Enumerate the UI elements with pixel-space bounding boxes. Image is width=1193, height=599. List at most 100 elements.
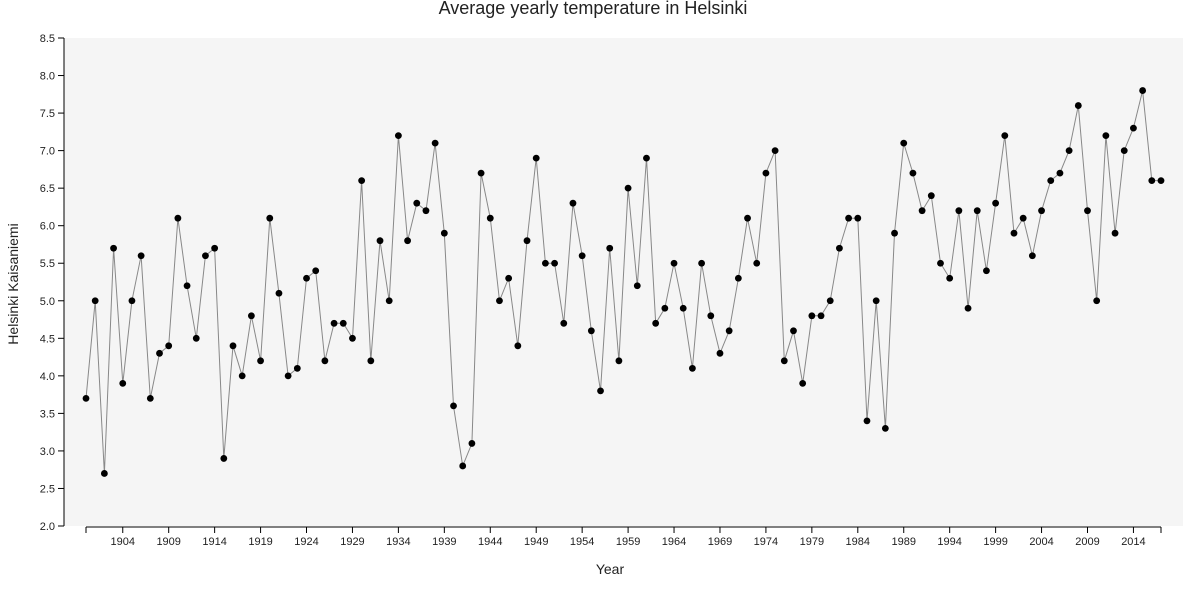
data-point <box>597 387 604 395</box>
data-point <box>808 312 816 320</box>
data-point <box>321 357 329 365</box>
x-tick-label: 1969 <box>708 536 732 548</box>
data-point <box>606 244 614 252</box>
x-tick-label: 1999 <box>983 536 1007 548</box>
data-point <box>1065 147 1073 155</box>
y-tick-label: 7.0 <box>40 146 55 158</box>
data-point <box>257 357 264 365</box>
data-point <box>339 319 347 327</box>
data-point <box>293 364 301 372</box>
data-point <box>165 342 173 350</box>
x-tick-label: 1974 <box>754 536 778 548</box>
data-point <box>523 237 531 245</box>
data-point <box>900 139 908 147</box>
data-point <box>826 297 834 305</box>
y-tick-label: 3.5 <box>40 408 55 420</box>
data-point <box>983 267 990 275</box>
data-point <box>119 379 127 387</box>
data-point <box>303 274 310 282</box>
x-tick-label: 1934 <box>386 536 410 548</box>
x-tick-label: 1984 <box>846 536 870 548</box>
data-point <box>477 169 485 177</box>
data-point <box>156 349 163 357</box>
x-tick-label: 1904 <box>111 536 135 548</box>
data-point <box>762 169 770 177</box>
data-point <box>698 259 705 267</box>
data-point <box>100 470 108 477</box>
data-point <box>891 229 898 237</box>
y-tick-label: 6.0 <box>40 221 55 233</box>
data-point <box>312 267 320 275</box>
data-point <box>615 357 623 365</box>
data-point <box>909 169 917 177</box>
data-point <box>146 394 154 402</box>
data-point <box>1157 177 1165 185</box>
data-point <box>1093 297 1101 305</box>
chart-title: Average yearly temperature in Helsinki <box>439 0 748 18</box>
x-axis-label: Year <box>596 561 625 577</box>
data-point <box>1148 177 1156 185</box>
data-point <box>799 379 807 387</box>
data-point <box>275 289 283 297</box>
y-tick-label: 2.0 <box>40 521 55 533</box>
data-point <box>817 312 825 320</box>
y-tick-label: 2.5 <box>40 483 55 495</box>
data-point <box>440 229 448 237</box>
x-tick-label: 1914 <box>202 536 226 548</box>
series-line-group <box>85 90 1161 474</box>
data-point <box>82 394 90 402</box>
data-point <box>137 252 145 260</box>
data-point <box>496 297 503 305</box>
data-point <box>845 214 853 222</box>
x-tick-label: 1949 <box>524 536 548 548</box>
data-point <box>128 297 136 305</box>
data-point <box>836 244 843 252</box>
data-point <box>450 402 457 410</box>
data-point <box>955 207 963 215</box>
x-tick-label: 1919 <box>248 536 272 548</box>
data-point <box>725 327 733 335</box>
y-tick-label: 4.5 <box>40 333 55 345</box>
data-point <box>560 319 568 327</box>
data-point <box>376 237 384 245</box>
x-tick-label: 1959 <box>616 536 640 548</box>
data-point <box>367 357 375 365</box>
data-point <box>1028 252 1036 260</box>
data-point <box>661 304 669 312</box>
y-tick-label: 7.5 <box>40 108 55 120</box>
data-point <box>872 297 880 305</box>
data-point <box>1102 132 1110 140</box>
data-point <box>670 259 678 267</box>
y-tick-label: 8.5 <box>40 33 55 45</box>
data-point <box>964 304 972 312</box>
data-point <box>1047 177 1055 185</box>
x-tick-label: 2014 <box>1121 536 1145 548</box>
y-tick-label: 8.0 <box>40 71 55 83</box>
data-point <box>643 154 650 162</box>
data-point <box>459 462 467 470</box>
x-tick-label: 1909 <box>156 536 180 548</box>
data-point <box>927 192 935 200</box>
data-point <box>404 237 411 245</box>
data-point <box>266 214 274 222</box>
data-point <box>1056 169 1064 177</box>
data-point <box>468 440 476 447</box>
data-point <box>689 364 696 372</box>
y-tick-label: 3.0 <box>40 446 55 458</box>
x-tick-label: 2009 <box>1075 536 1099 548</box>
x-tick-label: 1929 <box>340 536 364 548</box>
x-tick-label: 1989 <box>891 536 915 548</box>
data-point <box>422 207 430 215</box>
x-tick-label: 1944 <box>478 536 502 548</box>
data-point <box>542 259 549 267</box>
data-point <box>505 274 513 282</box>
data-point <box>183 282 191 290</box>
data-point <box>679 304 687 312</box>
x-tick-label: 1979 <box>800 536 824 548</box>
x-tick-label: 1939 <box>432 536 456 548</box>
data-point <box>1130 124 1137 132</box>
data-point <box>91 297 99 305</box>
data-point <box>532 154 540 162</box>
